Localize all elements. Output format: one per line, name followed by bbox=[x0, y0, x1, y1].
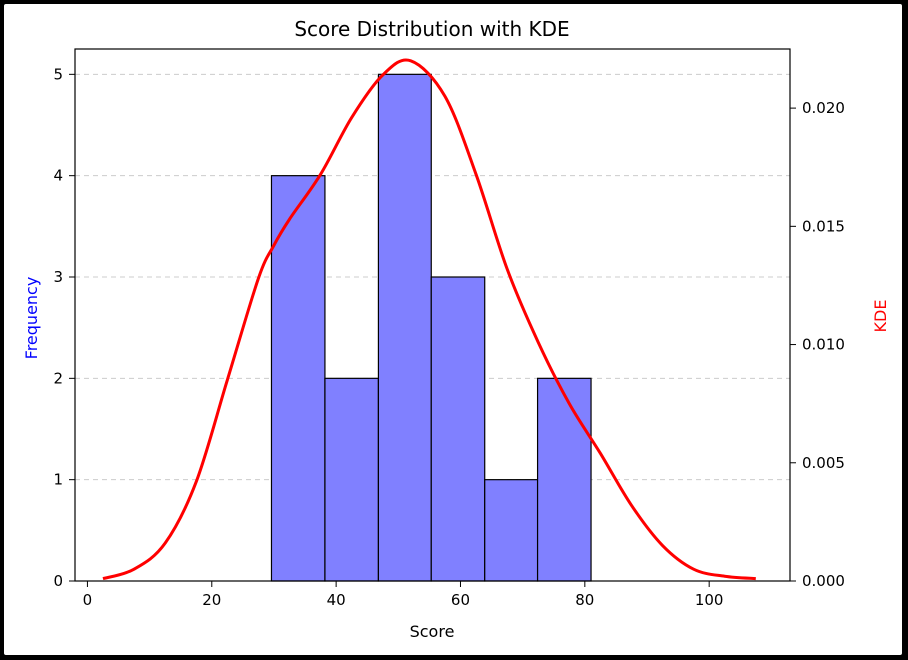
y-tick-label: 2 bbox=[53, 369, 63, 387]
y-axis-right-ticks: 0.000 0.005 0.010 0.015 0.020 bbox=[790, 99, 845, 590]
grid-lines bbox=[75, 73, 790, 481]
figure-frame: Score Distribution with KDE 0 20 40 60 80 100… bbox=[4, 4, 902, 655]
y-tick-label: 3 bbox=[53, 268, 63, 286]
y-tick-label: 0 bbox=[53, 572, 63, 590]
y-axis-left-label: Frequency bbox=[22, 277, 41, 360]
histogram-bar bbox=[377, 73, 432, 582]
x-tick-label: 40 bbox=[327, 591, 346, 609]
x-tick-label: 0 bbox=[83, 591, 93, 609]
y-right-tick-label: 0.015 bbox=[802, 217, 845, 235]
y-tick-label: 4 bbox=[53, 167, 63, 185]
x-tick-label: 60 bbox=[451, 591, 470, 609]
y-right-tick-label: 0.005 bbox=[802, 454, 845, 472]
kde-line bbox=[102, 58, 756, 581]
chart-title: Score Distribution with KDE bbox=[294, 17, 569, 41]
histogram-bar bbox=[536, 377, 592, 582]
y-tick-label: 5 bbox=[53, 65, 63, 83]
y-right-tick-label: 0.000 bbox=[802, 572, 845, 590]
y-tick-label: 1 bbox=[53, 471, 63, 489]
histogram-bars bbox=[270, 73, 592, 582]
plot-area-frame bbox=[74, 48, 791, 582]
histogram-bar bbox=[430, 276, 486, 582]
y-axis-left-ticks: 0 1 2 3 4 5 bbox=[53, 65, 75, 590]
histogram-bar bbox=[270, 175, 326, 582]
histogram-bar bbox=[484, 479, 539, 582]
x-tick-label: 100 bbox=[695, 591, 724, 609]
histogram-bar bbox=[324, 377, 380, 582]
x-tick-label: 80 bbox=[575, 591, 594, 609]
x-axis-label: Score bbox=[410, 622, 455, 641]
y-axis-right-label: KDE bbox=[871, 300, 890, 333]
chart-svg: Score Distribution with KDE 0 20 40 60 80 100… bbox=[22, 17, 890, 641]
y-right-tick-label: 0.020 bbox=[802, 99, 845, 117]
x-axis-ticks: 0 20 40 60 80 100 bbox=[83, 581, 724, 609]
y-right-tick-label: 0.010 bbox=[802, 336, 845, 354]
x-tick-label: 20 bbox=[202, 591, 221, 609]
